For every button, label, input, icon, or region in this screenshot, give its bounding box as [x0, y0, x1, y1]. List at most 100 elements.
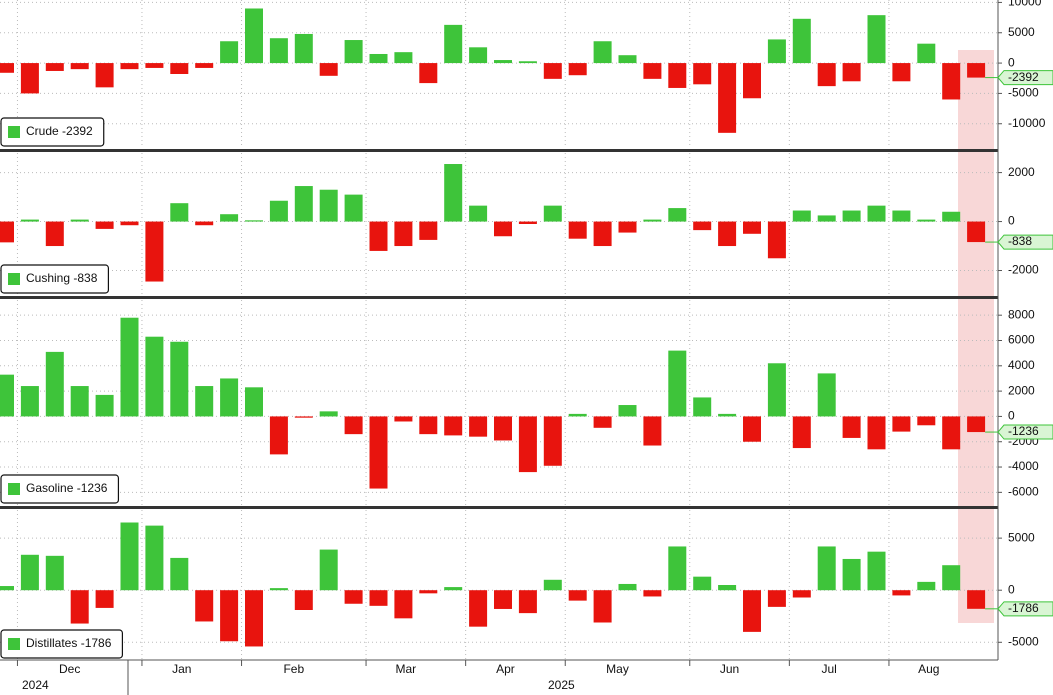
y-tick-label: 4000 — [1008, 358, 1035, 372]
bar — [917, 219, 936, 222]
bar — [693, 63, 712, 85]
y-tick-label: 8000 — [1008, 307, 1035, 321]
bar — [170, 341, 189, 417]
y-tick-label: 5000 — [1008, 25, 1035, 39]
bar — [95, 590, 114, 608]
y-tick-label: 0 — [1008, 409, 1015, 423]
legend-label: Crude -2392 — [26, 124, 93, 138]
bar — [568, 413, 587, 417]
bar — [294, 186, 313, 222]
bar — [444, 24, 463, 64]
bar — [145, 525, 164, 591]
bar — [494, 60, 512, 64]
bar — [792, 18, 811, 64]
bar — [494, 416, 512, 441]
bar — [469, 47, 488, 64]
bar — [618, 221, 637, 233]
bar — [70, 386, 89, 417]
bar — [817, 373, 836, 417]
bar — [743, 590, 761, 632]
x-tick-label: Jul — [821, 662, 836, 676]
bar — [0, 586, 14, 591]
y-tick-label: 2000 — [1008, 165, 1035, 179]
bar — [344, 416, 363, 435]
bar — [618, 583, 637, 591]
bar — [95, 221, 114, 229]
bar — [867, 205, 886, 222]
legend-value: -2392 — [62, 124, 93, 138]
separator — [0, 149, 998, 152]
bar — [518, 416, 537, 473]
bar — [543, 579, 562, 591]
bar — [70, 63, 89, 70]
y-tick-label: 0 — [1008, 214, 1015, 228]
separator — [0, 296, 998, 299]
bar — [120, 63, 139, 70]
x-tick-label: Apr — [496, 662, 515, 676]
legend-swatch — [8, 483, 20, 495]
bar — [369, 53, 388, 64]
legend-label: Gasoline -1236 — [26, 481, 108, 495]
bar — [419, 221, 438, 240]
x-tick-label: Jan — [172, 662, 191, 676]
legend-swatch — [8, 126, 20, 138]
bar — [817, 215, 836, 222]
y-tick-label: 5000 — [1008, 530, 1035, 544]
bar — [917, 416, 936, 426]
bar — [693, 221, 712, 231]
y-tick-label: 0 — [1008, 582, 1015, 596]
bar — [792, 210, 811, 222]
bar — [319, 549, 338, 591]
bar — [494, 590, 512, 609]
bar — [245, 220, 263, 222]
legend-swatch — [8, 638, 20, 650]
x-tick-label: Mar — [396, 662, 417, 676]
bar — [394, 52, 413, 64]
bar — [170, 63, 189, 74]
y-tick-label: 10000 — [1008, 0, 1042, 9]
bar — [344, 40, 363, 64]
bar — [20, 554, 39, 591]
bar — [842, 558, 861, 591]
bar — [767, 221, 786, 259]
legend: Cushing -838 — [0, 264, 110, 294]
separator — [0, 506, 998, 509]
y-tick-label: 2000 — [1008, 383, 1035, 397]
bar — [220, 590, 239, 642]
bar — [0, 374, 14, 417]
bar — [817, 546, 836, 591]
legend: Crude -2392 — [0, 117, 105, 147]
bar — [95, 394, 114, 417]
x-tick-label: May — [606, 662, 629, 676]
bar — [419, 416, 438, 435]
legend-value: -1236 — [77, 481, 108, 495]
bar — [593, 590, 612, 623]
bar — [369, 590, 388, 606]
bar — [120, 522, 139, 591]
bar — [543, 205, 562, 222]
bar — [294, 33, 313, 64]
bar — [518, 590, 537, 614]
bar — [469, 205, 488, 222]
y-tick-label: -5000 — [1008, 634, 1039, 648]
callout-box — [997, 234, 1053, 250]
bar — [269, 588, 288, 591]
bar — [867, 15, 886, 64]
bar — [220, 214, 239, 222]
bar — [70, 590, 89, 624]
bar — [568, 63, 587, 76]
bar — [419, 590, 438, 594]
bar — [892, 210, 911, 222]
bar — [195, 63, 214, 68]
bar — [269, 38, 288, 64]
bar — [170, 203, 189, 222]
callout-label: -2392 — [1008, 70, 1039, 84]
legend-label: Distillates -1786 — [26, 636, 112, 650]
bar — [942, 63, 961, 100]
x-tick-label: Dec — [59, 662, 80, 676]
bar — [668, 63, 687, 88]
bar — [444, 416, 463, 436]
y-tick-label: -6000 — [1008, 485, 1039, 499]
bar — [319, 63, 338, 76]
